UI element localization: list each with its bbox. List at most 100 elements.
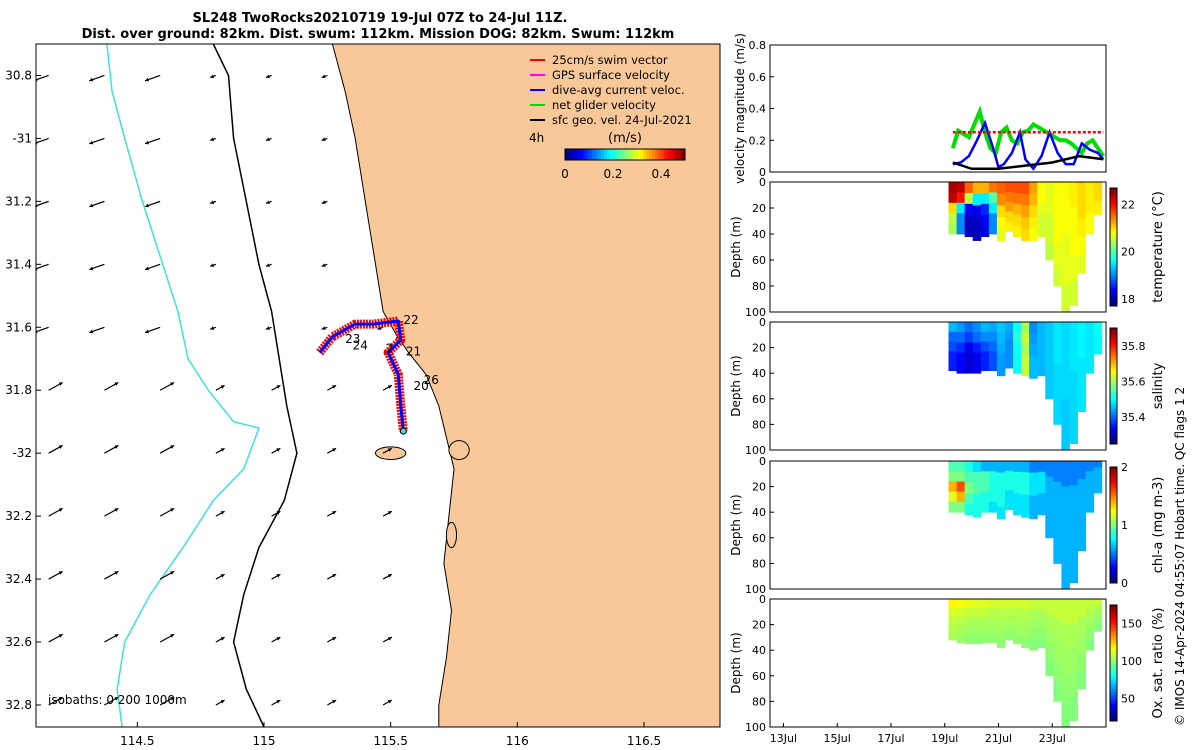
colorbar-segment <box>1110 205 1117 210</box>
section-cell <box>1013 493 1022 505</box>
section-cell <box>1004 623 1014 633</box>
section-cell <box>972 634 982 645</box>
section-cell <box>964 461 974 473</box>
section-cell <box>948 491 958 503</box>
section-cell <box>988 341 998 352</box>
section-cell <box>972 228 982 241</box>
section-cell <box>1053 542 1062 564</box>
section-cell <box>1061 537 1070 564</box>
section-cell <box>980 225 990 237</box>
colorbar-segment <box>1110 689 1117 693</box>
colorbar-segment <box>1110 235 1117 239</box>
section-cell <box>1045 197 1054 214</box>
colorbar-segment <box>649 149 653 160</box>
section-cell <box>1029 472 1038 485</box>
y-tick-label: 100 <box>745 583 766 596</box>
current-vector-head <box>276 574 281 578</box>
section-cell <box>956 182 966 193</box>
section-cell <box>996 365 1006 377</box>
colorbar-tick-label: 35.6 <box>1121 376 1146 389</box>
section-cell <box>1029 495 1038 508</box>
colorbar-tick-label: 50 <box>1121 693 1135 706</box>
colorbar-segment <box>1110 208 1117 213</box>
y-tick-label: 0 <box>759 455 766 468</box>
colorbar-segment <box>634 149 638 160</box>
colorbar-segment <box>661 149 665 160</box>
section-cell <box>980 625 990 635</box>
velocity-series-line <box>952 119 1105 171</box>
section-cell <box>1045 352 1054 369</box>
y-tick-label: 32.2 <box>5 509 32 523</box>
section-cell <box>1045 368 1054 384</box>
section-cell <box>1021 506 1030 518</box>
colorbar-segment <box>604 149 608 160</box>
legend-label: sfc geo. vel. 24-Jul-2021 <box>552 113 692 127</box>
current-vector-head <box>210 263 215 267</box>
section-cell <box>1029 609 1038 620</box>
section-cell <box>1053 383 1062 405</box>
colorbar-segment <box>1110 232 1117 236</box>
colorbar-tick-label: 0.4 <box>651 167 670 181</box>
section-cell <box>1069 419 1079 444</box>
section-cell <box>1061 563 1070 590</box>
colorbar-segment <box>1110 686 1117 690</box>
section-cell <box>948 461 958 472</box>
colorbar-segment <box>1110 196 1117 201</box>
section-cell <box>956 362 966 374</box>
section-cell <box>1029 205 1038 218</box>
colorbar-segment <box>670 149 674 160</box>
y-tick-label: 0 <box>759 593 766 606</box>
section-cell <box>1069 509 1079 535</box>
current-vector-head <box>170 697 175 701</box>
colorbar-segment <box>1110 504 1117 509</box>
colorbar-segment <box>1110 694 1117 699</box>
section-cell <box>1093 473 1103 481</box>
section-cell <box>1053 680 1062 702</box>
x-tick-label: 115 <box>253 734 276 748</box>
section-cell <box>1085 471 1095 482</box>
section-cell <box>1085 599 1095 610</box>
current-vector-head <box>220 448 225 452</box>
y-tick-label: 0 <box>759 166 766 179</box>
current-vector-head <box>321 137 326 142</box>
section-cell <box>1045 491 1054 508</box>
oxygen-section-panel: 0 20 40 60 80 100 Depth (m) 50 100 150 Ox. sat. ra… <box>729 593 1166 745</box>
section-cell <box>1093 188 1103 196</box>
section-cell <box>972 332 982 343</box>
velocity-series-line <box>952 154 1104 171</box>
current-vector-head <box>220 574 225 578</box>
section-cell <box>948 631 958 641</box>
colorbar-segment <box>1110 342 1117 346</box>
section-cell <box>1004 191 1014 203</box>
colorbar-segment <box>664 149 668 160</box>
colorbar-segment <box>1110 383 1117 387</box>
section-cell <box>1013 471 1022 483</box>
section-cell <box>1013 625 1022 636</box>
colorbar-segment <box>619 149 623 160</box>
section-cell <box>1037 214 1046 227</box>
current-vector-head <box>58 445 63 449</box>
y-tick-label: 80 <box>752 418 766 431</box>
current-vector-head <box>332 448 337 452</box>
section-cell <box>972 342 982 354</box>
colorbar-segment <box>1110 226 1117 230</box>
colorbar-segment <box>1110 527 1117 532</box>
section-cell <box>1085 491 1095 503</box>
section-cell <box>956 332 966 343</box>
section-cell <box>1069 231 1079 257</box>
section-cell <box>1045 228 1054 245</box>
y-tick-label: 40 <box>752 367 766 380</box>
section-cell <box>1013 192 1022 205</box>
section-cell <box>1045 645 1054 661</box>
section-cell <box>1029 461 1038 473</box>
colorbar-segment <box>1110 677 1117 681</box>
section-cell <box>1045 629 1054 646</box>
section-cell <box>996 628 1006 639</box>
section-cell <box>1021 494 1030 507</box>
section-cell <box>988 223 998 235</box>
section-cell <box>1069 394 1079 420</box>
section-cell <box>948 341 958 352</box>
legend-note: 4h <box>529 131 544 145</box>
colorbar-segment <box>1110 487 1117 491</box>
section-cell <box>1045 244 1054 261</box>
